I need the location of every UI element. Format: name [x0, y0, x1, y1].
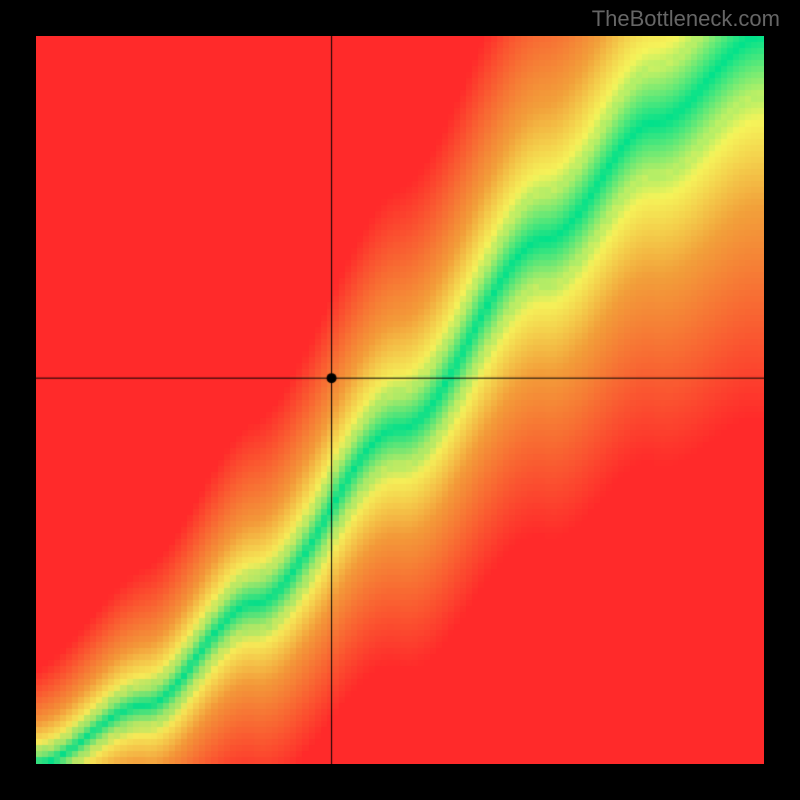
chart-frame: TheBottleneck.com — [0, 0, 800, 800]
watermark-text: TheBottleneck.com — [592, 6, 780, 32]
bottleneck-heatmap — [36, 36, 764, 764]
